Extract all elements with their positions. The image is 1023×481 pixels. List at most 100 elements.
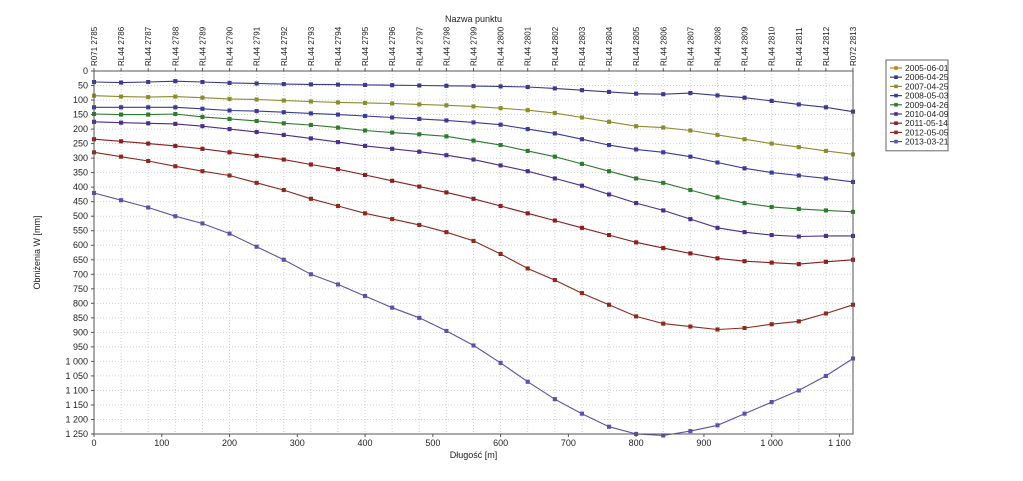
data-point (606, 192, 612, 197)
legend-swatch-marker (894, 66, 898, 70)
legend-label: 2013-03-21 (905, 137, 949, 147)
data-point (606, 143, 612, 148)
data-point (390, 146, 395, 151)
point-name-label: RL44 2795 (361, 26, 370, 66)
data-point (498, 143, 503, 148)
y-tick-label: 350 (73, 168, 88, 178)
point-name-label: RL44 2796 (388, 26, 397, 66)
data-point (823, 259, 828, 264)
data-point (606, 169, 612, 174)
data-point (688, 324, 693, 329)
legend-swatch-marker (894, 75, 898, 79)
data-point (390, 101, 395, 106)
legend-swatch-marker (894, 93, 898, 98)
data-point (525, 84, 530, 90)
data-point (281, 110, 286, 115)
data-point (796, 319, 801, 324)
data-point (796, 234, 801, 239)
y-tick-label: 1 100 (65, 385, 88, 395)
data-point (227, 231, 232, 236)
data-point (498, 251, 503, 257)
data-point (335, 203, 341, 209)
point-name-label: RL44 2807 (686, 26, 695, 66)
point-name-label: RL44 2794 (334, 26, 343, 66)
data-point (119, 120, 124, 125)
legend: 2005-06-012006-04-252007-04-252008-05-03… (885, 59, 949, 152)
data-point (417, 184, 422, 189)
y-tick-label: 850 (73, 313, 88, 323)
data-point (335, 125, 341, 130)
data-point (417, 132, 422, 137)
point-name-label: RL44 2788 (171, 26, 180, 66)
x-tick-label: 100 (154, 438, 169, 448)
data-point (444, 134, 449, 139)
data-point (471, 84, 476, 89)
point-name-label: RL44 2792 (280, 26, 289, 66)
data-point (254, 81, 259, 86)
data-point (525, 148, 530, 153)
data-point (308, 272, 313, 277)
data-point (444, 190, 449, 195)
data-point (471, 157, 476, 162)
data-point (363, 211, 368, 216)
data-point (444, 103, 449, 108)
x-tick-label: 0 (91, 438, 96, 448)
data-point (227, 173, 232, 178)
y-tick-label: 950 (73, 342, 88, 352)
data-point (823, 176, 828, 181)
data-point (606, 119, 612, 124)
data-point (444, 118, 449, 123)
point-name-label: RL44 2801 (524, 26, 533, 66)
data-point (200, 124, 205, 129)
data-point (254, 109, 259, 114)
data-point (661, 180, 666, 185)
data-point (173, 105, 178, 110)
x-tick-label: 800 (629, 438, 644, 448)
data-point (688, 188, 693, 193)
data-point (281, 188, 286, 193)
point-name-label: RL44 2798 (442, 26, 451, 66)
data-point (227, 80, 232, 85)
data-point (661, 321, 666, 326)
point-name-label: RL44 2809 (741, 26, 750, 66)
data-point (281, 121, 286, 126)
y-tick-label: 1 050 (65, 371, 88, 381)
data-point (525, 379, 530, 384)
series-2012-05-05 (91, 150, 856, 332)
legend-swatch-marker (894, 139, 898, 144)
data-point (281, 98, 286, 103)
data-point (742, 259, 747, 264)
legend-label: 2008-05-03 (905, 91, 949, 101)
data-point (146, 79, 151, 85)
legend-swatch-marker (894, 103, 898, 107)
data-point (769, 233, 774, 238)
data-point (796, 145, 801, 150)
data-point (254, 153, 259, 158)
data-point (173, 164, 178, 169)
legend-swatch-marker (894, 84, 898, 89)
data-point (363, 100, 368, 105)
data-point (823, 208, 828, 213)
data-point (634, 124, 639, 129)
point-name-label: RL44 2786 (117, 26, 126, 66)
data-point (335, 140, 341, 145)
y-tick-label: 300 (73, 153, 88, 163)
data-point (688, 128, 693, 133)
y-tick-label: 800 (73, 298, 88, 308)
data-point (390, 83, 395, 88)
point-name-label: R071 2785 (90, 26, 99, 66)
data-point (363, 294, 368, 299)
point-name-label: RL44 2790 (226, 26, 235, 66)
x-tick-label: 400 (358, 438, 373, 448)
data-point (281, 82, 286, 87)
data-point (254, 97, 259, 102)
data-point (715, 93, 720, 98)
point-name-label: RL44 2793 (307, 26, 316, 66)
data-point (146, 205, 151, 210)
y-tick-label: 700 (73, 269, 88, 279)
data-point (308, 111, 313, 116)
point-name-label: RL44 2799 (470, 26, 479, 66)
data-point (769, 400, 774, 405)
